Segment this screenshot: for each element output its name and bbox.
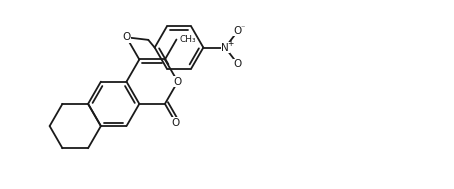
Text: O: O bbox=[123, 32, 131, 42]
Text: O: O bbox=[173, 77, 182, 87]
Text: N: N bbox=[221, 43, 229, 53]
Text: ⁻: ⁻ bbox=[241, 23, 245, 33]
Text: O: O bbox=[234, 59, 242, 69]
Text: O: O bbox=[172, 118, 180, 128]
Text: CH₃: CH₃ bbox=[179, 35, 196, 44]
Text: O: O bbox=[234, 26, 242, 36]
Text: +: + bbox=[227, 39, 233, 48]
